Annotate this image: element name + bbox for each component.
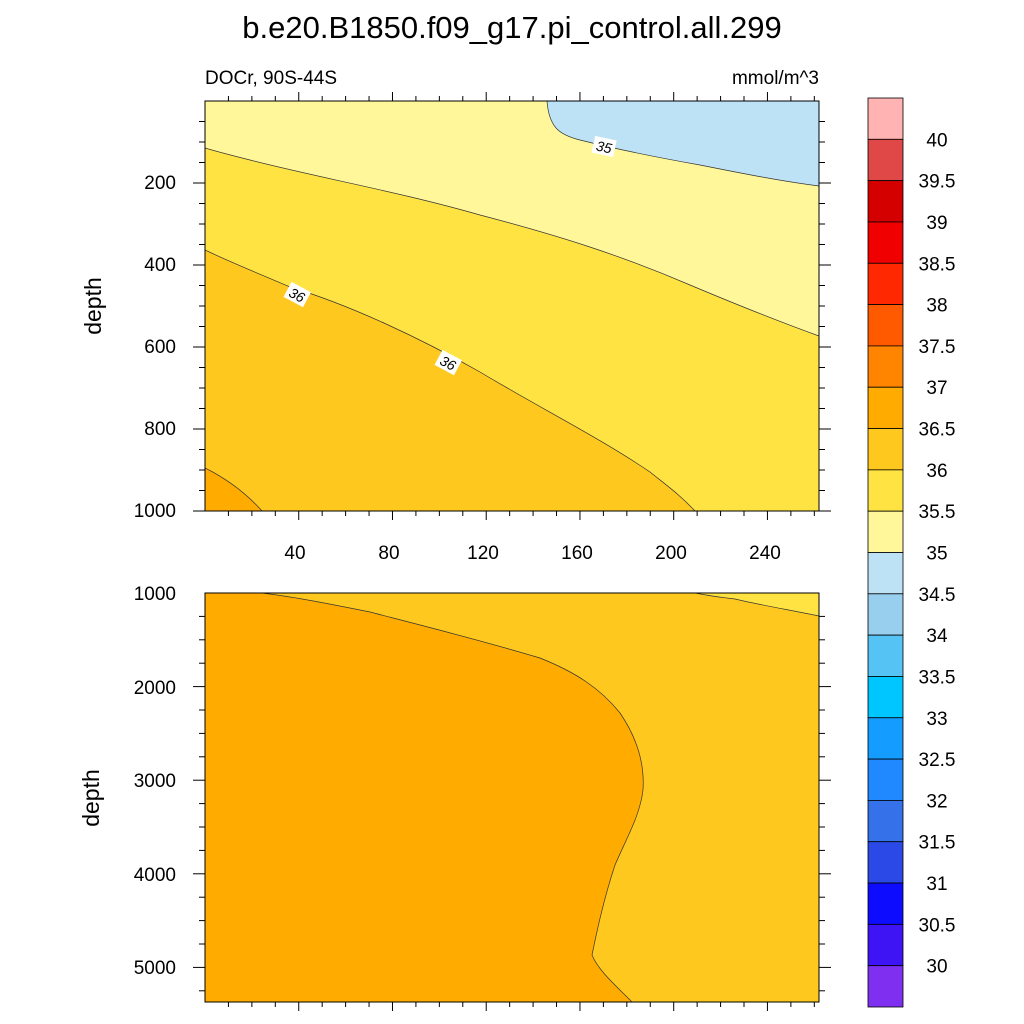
colorbar-box — [867, 634, 904, 677]
colorbar-box — [867, 593, 904, 636]
colorbar-label: 36.5 — [919, 420, 956, 441]
colorbar-box — [867, 676, 904, 719]
x-tick-160: 160 — [561, 543, 593, 564]
lower-y-axis-label: depth — [78, 769, 104, 827]
colorbar-label: 33.5 — [919, 667, 956, 688]
colorbar-label: 32 — [926, 791, 947, 812]
contour-label-36a: 36 — [286, 284, 307, 306]
lower-y-tick-1000: 1000 — [134, 584, 176, 605]
colorbar: 40 39.5 39 38.5 38 37.5 37 36.5 36 35.5 35 34.5 34 33… — [867, 97, 956, 1008]
colorbar-box — [867, 180, 904, 223]
colorbar-box — [867, 510, 904, 553]
x-tick-40: 40 — [284, 543, 305, 564]
upper-y-tick-400: 400 — [144, 255, 176, 276]
x-tick-80: 80 — [378, 543, 399, 564]
colorbar-label: 40 — [926, 130, 947, 151]
upper-y-axis-label: depth — [80, 277, 106, 335]
upper-x-tick-labels: 40 80 120 160 200 240 — [284, 543, 780, 564]
colorbar-label: 34.5 — [919, 585, 956, 606]
lower-y-tick-2000: 2000 — [134, 678, 176, 699]
colorbar-label: 37 — [926, 378, 947, 399]
colorbar-box — [867, 304, 904, 347]
colorbar-box — [867, 923, 904, 967]
upper-y-tick-1000: 1000 — [134, 501, 176, 522]
upper-y-tick-800: 800 — [144, 419, 176, 440]
colorbar-labels: 40 39.5 39 38.5 38 37.5 37 36.5 36 35.5 35 34.5 34 33… — [919, 130, 956, 977]
upper-axis-ticks — [193, 92, 831, 520]
colorbar-label: 39.5 — [919, 172, 956, 193]
colorbar-label: 35.5 — [919, 502, 956, 523]
colorbar-box — [867, 758, 904, 801]
colorbar-box — [867, 882, 904, 925]
colorbar-label: 31 — [926, 874, 947, 895]
colorbar-box — [867, 386, 904, 429]
upper-y-tick-600: 600 — [144, 337, 176, 358]
lower-panel: 1000 2000 3000 4000 5000 depth — [78, 584, 831, 1011]
contour-label-36b: 36 — [437, 352, 458, 374]
colorbar-box — [867, 428, 904, 471]
colorbar-box — [867, 800, 904, 843]
colorbar-label: 34 — [926, 626, 948, 647]
colorbar-box — [867, 552, 904, 595]
colorbar-boxes — [867, 97, 904, 1008]
band-35.5-36-lower — [694, 593, 819, 617]
colorbar-box — [867, 965, 904, 1008]
right-subtitle: mmol/m^3 — [732, 68, 819, 89]
colorbar-label: 32.5 — [919, 750, 956, 771]
colorbar-label: 39 — [926, 213, 947, 234]
colorbar-label: 35 — [926, 544, 947, 565]
contour-label-35: 35 — [595, 138, 614, 157]
band-36-36.5-lower — [261, 593, 819, 1002]
colorbar-label: 31.5 — [919, 833, 956, 854]
colorbar-label: 30.5 — [919, 915, 956, 936]
upper-y-tick-200: 200 — [144, 173, 176, 194]
upper-panel: 35 36 36 200 400 600 800 1000 40 80 120 … — [80, 92, 831, 564]
lower-y-tick-4000: 4000 — [134, 865, 176, 886]
x-tick-240: 240 — [749, 543, 781, 564]
band-35-35.5 — [205, 101, 819, 337]
x-tick-200: 200 — [655, 543, 687, 564]
colorbar-box — [867, 97, 904, 140]
colorbar-label: 33 — [926, 709, 947, 730]
colorbar-label: 36 — [926, 461, 947, 482]
colorbar-label: 38.5 — [919, 254, 956, 275]
colorbar-box — [867, 469, 904, 512]
lower-axis-ticks — [193, 615, 831, 1011]
colorbar-box — [867, 345, 904, 388]
band-34.5-35 — [546, 101, 819, 187]
colorbar-label: 38 — [926, 296, 947, 317]
lower-y-tick-labels: 1000 2000 3000 4000 5000 — [134, 584, 176, 979]
lower-y-tick-3000: 3000 — [134, 771, 176, 792]
upper-y-tick-labels: 200 400 600 800 1000 — [134, 173, 176, 522]
chart-title: b.e20.B1850.f09_g17.pi_control.all.299 — [242, 10, 782, 45]
colorbar-box — [867, 262, 904, 305]
colorbar-box — [867, 138, 904, 182]
lower-plot-frame — [204, 592, 820, 1003]
colorbar-label: 37.5 — [919, 337, 956, 358]
colorbar-box — [867, 717, 904, 760]
colorbar-label: 30 — [926, 957, 947, 978]
x-tick-120: 120 — [467, 543, 499, 564]
lower-y-tick-5000: 5000 — [134, 958, 176, 979]
colorbar-box — [867, 841, 904, 884]
colorbar-box — [867, 221, 904, 264]
left-subtitle: DOCr, 90S-44S — [205, 68, 337, 89]
upper-contour-labels: 35 36 36 — [283, 135, 617, 376]
